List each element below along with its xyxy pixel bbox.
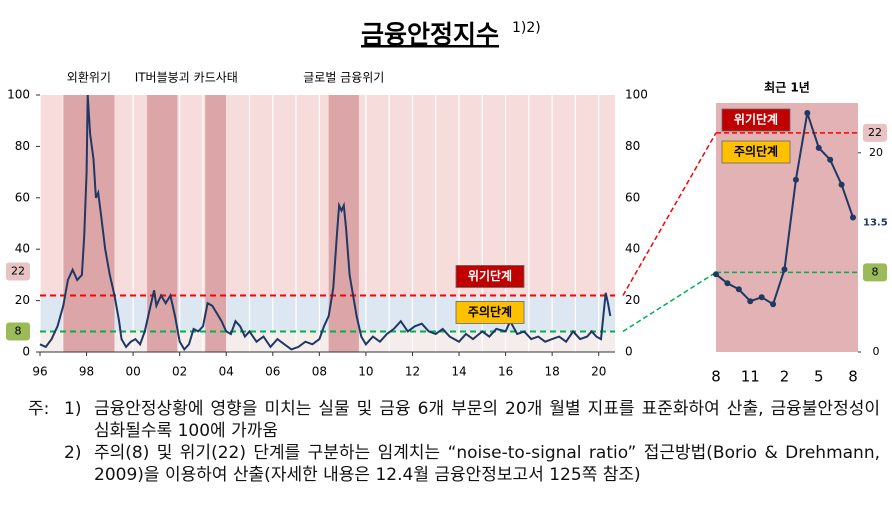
x-tick-label: 12 xyxy=(405,365,420,379)
threshold-tag xyxy=(863,123,887,142)
connector xyxy=(622,132,717,296)
chart-title: 금융안정지수 xyxy=(361,20,499,49)
y2-tick-label: 80 xyxy=(625,139,640,153)
crisis-period xyxy=(63,95,115,352)
point xyxy=(724,280,731,287)
badge-label: 위기단계 xyxy=(734,112,778,127)
period-label: IT버블붕괴 xyxy=(135,71,190,85)
x-tick-label: 20 xyxy=(591,365,606,379)
x-tick-label: 98 xyxy=(79,365,94,379)
x-tick-label: 8 xyxy=(711,368,721,386)
point xyxy=(827,156,834,163)
y2-tick-label: 40 xyxy=(625,242,640,256)
crisis-period xyxy=(147,95,178,352)
period-label: 카드사태 xyxy=(194,71,238,85)
y-tick-label: 20 xyxy=(869,146,883,159)
y-tick-label: 80 xyxy=(15,139,30,153)
threshold-tag-label: 22 xyxy=(11,264,25,277)
point xyxy=(850,214,856,221)
note-1: 주: 1) 금융안정상황에 영향을 미치는 실물 및 금융 6개 부문의 20개 월… xyxy=(28,398,880,442)
y2-tick-label: 0 xyxy=(625,345,633,359)
badge-label: 주의단계 xyxy=(468,304,512,319)
point xyxy=(770,301,777,308)
note-num: 1) xyxy=(64,399,82,419)
x-tick-label: 11 xyxy=(741,368,760,386)
plot-area xyxy=(716,103,858,352)
y-tick-label: 20 xyxy=(15,293,30,307)
threshold-tag xyxy=(863,263,887,282)
badge-box xyxy=(455,265,525,288)
x-tick-label: 16 xyxy=(498,365,513,379)
x-tick-label: 8 xyxy=(848,368,858,386)
panel-title: 최근 1년 xyxy=(764,80,810,95)
y-tick-label: 60 xyxy=(15,190,30,204)
badge-box xyxy=(721,108,791,132)
note-2: 2) 주의(8) 및 위기(22) 단계를 구분하는 임계치는 “noise-to… xyxy=(28,442,880,486)
y-tick-label: 0 xyxy=(22,345,30,359)
badge-label: 주의단계 xyxy=(734,144,778,159)
period-label: 글로벌 금융위기 xyxy=(303,71,384,85)
y-tick-label: 0 xyxy=(873,345,880,358)
badge-box xyxy=(455,301,525,324)
x-tick-label: 18 xyxy=(545,365,560,379)
note-prefix: 주: xyxy=(28,399,50,419)
threshold-tag-label: 8 xyxy=(15,324,22,337)
y2-tick-label: 100 xyxy=(625,88,648,102)
x-tick-label: 2 xyxy=(780,368,790,386)
index-line xyxy=(39,94,612,352)
x-tick-label: 96 xyxy=(32,365,47,379)
note-num: 2) xyxy=(64,443,82,463)
x-tick-label: 06 xyxy=(265,365,280,379)
zone-crisis xyxy=(40,95,615,296)
badge-label: 위기단계 xyxy=(468,268,512,283)
point xyxy=(792,176,799,183)
x-tick-label: 14 xyxy=(451,365,466,379)
crisis-period xyxy=(328,95,359,352)
point xyxy=(804,109,811,116)
threshold-tag xyxy=(6,262,30,281)
x-tick-label: 5 xyxy=(814,368,824,386)
crisis-period xyxy=(205,95,227,352)
connector xyxy=(622,271,717,333)
x-tick-label: 04 xyxy=(219,365,234,379)
point xyxy=(838,181,845,188)
threshold-tag-label: 8 xyxy=(872,265,879,278)
x-tick-label: 02 xyxy=(172,365,187,379)
point xyxy=(713,271,719,278)
threshold-tag xyxy=(6,322,30,341)
x-tick-label: 08 xyxy=(312,365,327,379)
point xyxy=(781,266,788,273)
note-text: 금융안정상황에 영향을 미치는 실물 및 금융 6개 부문의 20개 월별 지표… xyxy=(94,399,880,441)
x-tick-label: 10 xyxy=(358,365,373,379)
value-label: 13.5 xyxy=(863,218,888,229)
point xyxy=(758,294,765,301)
note-text: 주의(8) 및 위기(22) 단계를 구분하는 임계치는 “noise-to-s… xyxy=(94,443,880,485)
period-label: 외환위기 xyxy=(67,71,111,85)
title-note: 1)2) xyxy=(512,20,541,36)
point xyxy=(735,286,742,293)
y2-tick-label: 20 xyxy=(625,293,640,307)
x-tick-label: 00 xyxy=(125,365,140,379)
notes: 주: 1) 금융안정상황에 영향을 미치는 실물 및 금융 6개 부문의 20개 월… xyxy=(28,398,880,486)
threshold-tag-label: 22 xyxy=(868,126,882,139)
point xyxy=(815,144,822,151)
y-tick-label: 40 xyxy=(15,242,30,256)
badge-box xyxy=(721,140,791,164)
y-tick-label: 100 xyxy=(7,88,30,102)
y2-tick-label: 60 xyxy=(625,190,640,204)
point xyxy=(747,298,754,305)
